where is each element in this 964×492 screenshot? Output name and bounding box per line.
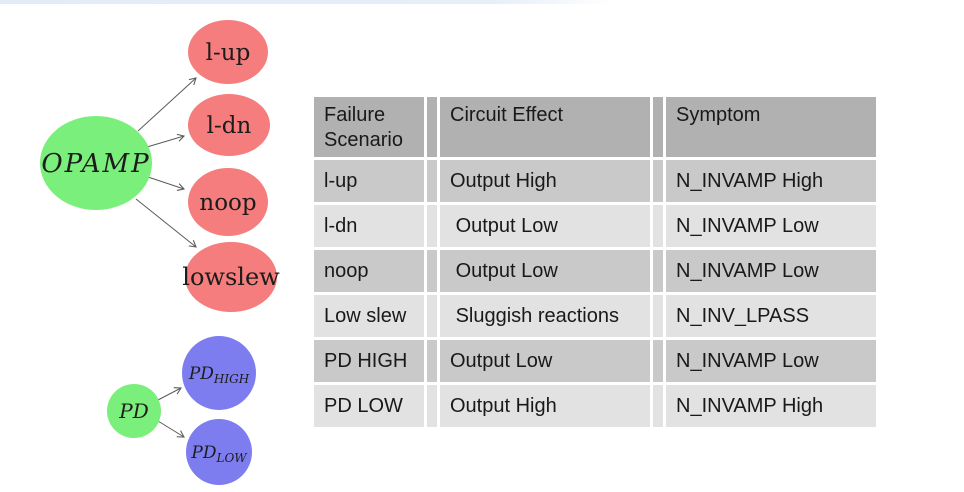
cell-scenario: l-dn <box>314 205 424 247</box>
cell-spacer <box>427 160 437 202</box>
table-row: PD LOW Output High N_INVAMP High <box>314 385 876 427</box>
pd-node-high <box>182 336 256 410</box>
cell-spacer <box>427 385 437 427</box>
opamp-root-label: OPAMP <box>41 149 150 179</box>
arrow-opamp-ldn <box>146 133 186 148</box>
table-row: l-dn Output Low N_INVAMP Low <box>314 205 876 247</box>
cell-scenario: PD HIGH <box>314 340 424 382</box>
cell-effect: Output Low <box>440 205 650 247</box>
cell-spacer <box>427 205 437 247</box>
pd-label-high-sub: HIGH <box>213 372 250 386</box>
fault-label-lup: l-up <box>206 40 251 66</box>
cell-scenario: noop <box>314 250 424 292</box>
pd-label-high: PDHIGH <box>188 364 250 386</box>
cell-spacer <box>427 340 437 382</box>
arrow-opamp-lowslew <box>135 198 197 248</box>
pd-label-high-base: PD <box>188 364 214 384</box>
top-edge-strip <box>0 0 616 4</box>
cell-symptom: N_INVAMP Low <box>666 205 876 247</box>
opamp-root-node <box>40 116 152 210</box>
pd-node-low <box>186 419 252 485</box>
header-failure-scenario: Failure Scenario <box>314 97 424 157</box>
cell-symptom: N_INVAMP High <box>666 385 876 427</box>
cell-effect: Output High <box>440 160 650 202</box>
fault-label-noop: noop <box>199 190 256 216</box>
arrow-opamp-lup <box>137 77 197 132</box>
cell-effect: Output Low <box>440 250 650 292</box>
table-row: noop Output Low N_INVAMP Low <box>314 250 876 292</box>
cell-symptom: N_INVAMP Low <box>666 340 876 382</box>
cell-effect: Output Low <box>440 340 650 382</box>
fault-node-ldn <box>188 94 270 156</box>
cell-effect: Output High <box>440 385 650 427</box>
cell-effect: Sluggish reactions <box>440 295 650 337</box>
pd-arrows <box>157 387 185 438</box>
arrow-opamp-noop <box>147 176 186 191</box>
cell-spacer <box>427 295 437 337</box>
header-spacer-2 <box>653 97 663 157</box>
cell-scenario: Low slew <box>314 295 424 337</box>
cell-scenario: l-up <box>314 160 424 202</box>
opamp-arrows <box>135 77 197 248</box>
cell-symptom: N_INV_LPASS <box>666 295 876 337</box>
pd-label-low-base: PD <box>190 443 216 463</box>
table-header-row: Failure Scenario Circuit Effect Symptom <box>314 97 876 157</box>
fault-node-lup <box>188 20 268 84</box>
fault-node-noop <box>188 168 268 236</box>
cell-spacer <box>653 295 663 337</box>
pd-root-label: PD <box>118 399 149 423</box>
table-row: Low slew Sluggish reactions N_INV_LPASS <box>314 295 876 337</box>
pd-label-low: PDLOW <box>190 443 248 465</box>
failure-scenario-table: Failure Scenario Circuit Effect Symptom … <box>311 94 879 430</box>
fault-label-lowslew: lowslew <box>182 263 280 291</box>
header-spacer-1 <box>427 97 437 157</box>
fault-label-ldn: l-dn <box>207 113 252 139</box>
cell-spacer <box>653 160 663 202</box>
arrow-pd-low <box>157 420 185 438</box>
pd-label-low-sub: LOW <box>215 451 248 465</box>
cell-spacer <box>427 250 437 292</box>
table-row: PD HIGH Output Low N_INVAMP Low <box>314 340 876 382</box>
cell-spacer <box>653 340 663 382</box>
table-row: l-up Output High N_INVAMP High <box>314 160 876 202</box>
header-symptom: Symptom <box>666 97 876 157</box>
header-circuit-effect: Circuit Effect <box>440 97 650 157</box>
cell-symptom: N_INVAMP Low <box>666 250 876 292</box>
cell-spacer <box>653 250 663 292</box>
cell-spacer <box>653 385 663 427</box>
cell-scenario: PD LOW <box>314 385 424 427</box>
pd-root-node <box>107 384 161 438</box>
fault-tree-diagram: OPAMP l-up l-dn noop lowslew PD PDHIGH P… <box>40 20 280 485</box>
cell-spacer <box>653 205 663 247</box>
cell-symptom: N_INVAMP High <box>666 160 876 202</box>
arrow-pd-high <box>157 387 182 401</box>
fault-node-lowslew <box>185 242 277 312</box>
